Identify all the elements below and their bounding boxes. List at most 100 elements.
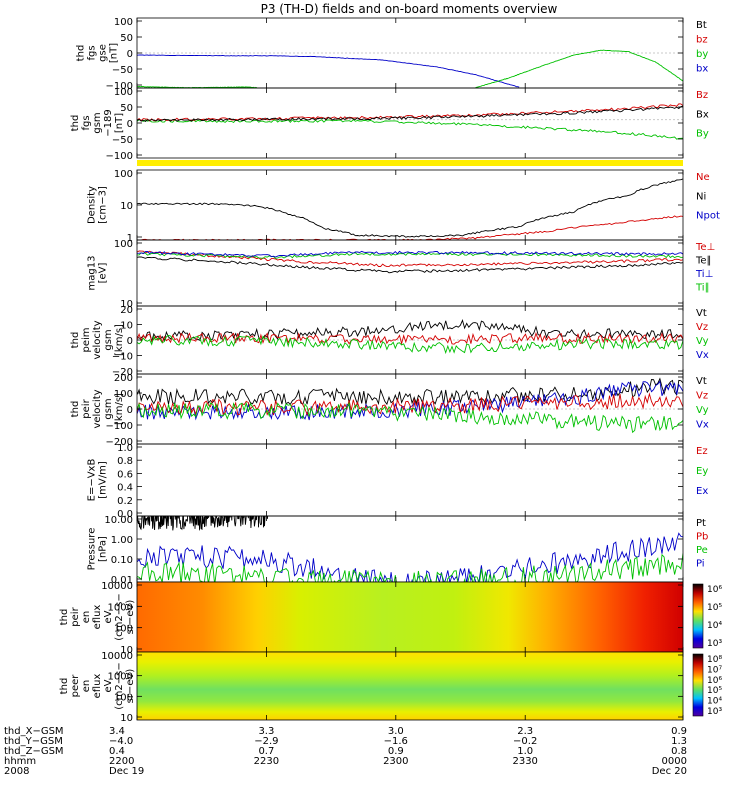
y-tick-label: 0.6 <box>117 469 133 480</box>
y-axis-label: [km/s] <box>114 393 125 425</box>
x-tick-label: Dec 20 <box>652 766 687 777</box>
y-axis-label: peir <box>81 398 92 418</box>
y-axis-label: peer <box>70 674 81 698</box>
x-tick-label: 1.3 <box>671 736 687 747</box>
legend-entry: Pe <box>696 545 708 556</box>
x-tick-label: −1.6 <box>384 736 408 747</box>
panel-frame <box>136 651 684 721</box>
panel-efield: 1.0 0.8 0.6 0.4 0.2 0.0 E=−VxB [mV/m] Ez Ey Ex <box>87 443 709 520</box>
y-axis-label: en <box>81 680 92 693</box>
panel-frame <box>136 239 684 307</box>
series-line <box>137 252 683 259</box>
x-tick-label: 3.3 <box>258 726 274 737</box>
y-tick-label: −50 <box>112 65 133 76</box>
series-line <box>137 105 683 122</box>
y-axis-label: gsm <box>103 398 114 419</box>
colorbar-tick: 10³ <box>707 707 722 717</box>
x-tick-label: −4.0 <box>109 736 133 747</box>
y-axis-label: [mV/m] <box>98 461 109 499</box>
y-axis-label: sr−eV) <box>125 600 136 635</box>
y-tick-label: 10 <box>120 201 133 212</box>
legend-entry: Ne <box>696 172 710 183</box>
y-tick-label: −50 <box>112 135 133 146</box>
y-axis-label: peir <box>70 606 81 626</box>
y-axis-label: eV <box>103 679 114 692</box>
series-line <box>137 54 520 88</box>
y-tick-label: 10 <box>120 645 133 656</box>
x-tick-label: 2230 <box>254 756 279 767</box>
series-line <box>475 49 683 88</box>
x-tick-label: 0.8 <box>671 746 687 757</box>
legend-entry: Vy <box>696 336 709 347</box>
y-axis-label: velocity <box>92 389 103 428</box>
colorbar-tick: 10⁴ <box>707 621 722 631</box>
y-axis-label: eV <box>103 610 114 623</box>
y-axis-label: thd <box>76 45 87 62</box>
y-tick-label: 10.00 <box>104 515 133 526</box>
legend-entry: Vx <box>696 420 709 431</box>
panel-peir-velocity: 200 100 0 −100 −200 thd peir velocity gsm [km/s] V… <box>70 373 709 448</box>
colorbar-tick: 10⁶ <box>707 585 722 595</box>
y-axis-label: (cm2−s− <box>114 662 125 709</box>
y-tick-label: 100 <box>114 169 133 180</box>
x-tick-label: −2.9 <box>254 736 278 747</box>
y-tick-label: 1 <box>127 233 133 244</box>
x-tick-label: 2.3 <box>517 726 533 737</box>
y-tick-label: 0.8 <box>117 456 133 467</box>
panel-peir-en-eflux: 10⁶ 10⁵ 10⁴ 10³ 10000 1000 100 10 thd peir en eflux… <box>59 581 722 656</box>
y-tick-label: 0.2 <box>117 496 133 507</box>
y-tick-label: 200 <box>114 373 133 384</box>
colorbar-tick: 10⁸ <box>707 655 722 665</box>
legend-entry: Vt <box>696 308 707 319</box>
x-tick-label: 2330 <box>512 756 537 767</box>
y-axis-label: thd <box>59 609 70 626</box>
y-axis-label: gsm <box>92 112 103 133</box>
legend-entry: Bt <box>696 20 707 31</box>
x-tick-label: −0.2 <box>513 736 537 747</box>
y-tick-label: 0.01 <box>111 575 133 586</box>
legend-entry: Npot <box>696 211 720 222</box>
y-axis-label: velocity <box>92 320 103 359</box>
series-line <box>137 250 683 258</box>
legend-entry: Te⊥ <box>695 242 715 253</box>
y-tick-label: 10 <box>120 713 133 724</box>
legend-entry: Bz <box>696 90 708 101</box>
legend-entry: Vt <box>696 376 707 387</box>
series-line <box>137 392 683 416</box>
y-axis-label: −189 <box>103 109 114 136</box>
series-line <box>137 119 683 140</box>
y-axis-label: thd <box>70 401 81 418</box>
panel-fgs-gsm: 100 50 0 −50 −100 thd fgs gsm −189 [nT] Bz Bx By <box>70 87 709 162</box>
y-axis-label: peim <box>81 327 92 352</box>
x-tick-label: 2300 <box>383 756 408 767</box>
series-line <box>137 401 683 434</box>
y-tick-label: −20 <box>112 367 133 378</box>
x-tick-label: 0.9 <box>388 746 404 757</box>
y-tick-label: 50 <box>120 103 133 114</box>
legend-entry: Pt <box>696 518 706 529</box>
axis-row-label: thd_X−GSM <box>4 726 64 737</box>
legend-entry: Te∥ <box>695 256 712 267</box>
y-axis-label: [eV] <box>98 263 109 284</box>
y-axis-label: mag13 <box>87 256 98 291</box>
y-tick-label: 1000 <box>108 602 133 613</box>
series-line <box>137 532 683 582</box>
y-axis-label: en <box>81 611 92 624</box>
y-tick-label: 0.0 <box>117 509 133 520</box>
y-tick-label: −100 <box>106 81 133 92</box>
panel-frame <box>136 87 684 159</box>
axis-row-label: 2008 <box>4 766 29 777</box>
y-tick-label: 0.4 <box>117 483 133 494</box>
y-axis-label: [nPa] <box>98 536 109 562</box>
legend-entry: Ti∥ <box>695 283 710 294</box>
y-tick-label: −100 <box>106 151 133 162</box>
y-tick-label: 0.10 <box>111 555 133 566</box>
legend-entry: Vy <box>696 405 709 416</box>
x-tick-label: 0000 <box>662 756 687 767</box>
panel-peim-velocity: 20 10 0 −10 −20 thd peim velocity gsm [km/s] Vt Vz V… <box>70 305 709 378</box>
y-axis-label: gse <box>98 44 109 62</box>
panel-frame <box>136 443 684 517</box>
